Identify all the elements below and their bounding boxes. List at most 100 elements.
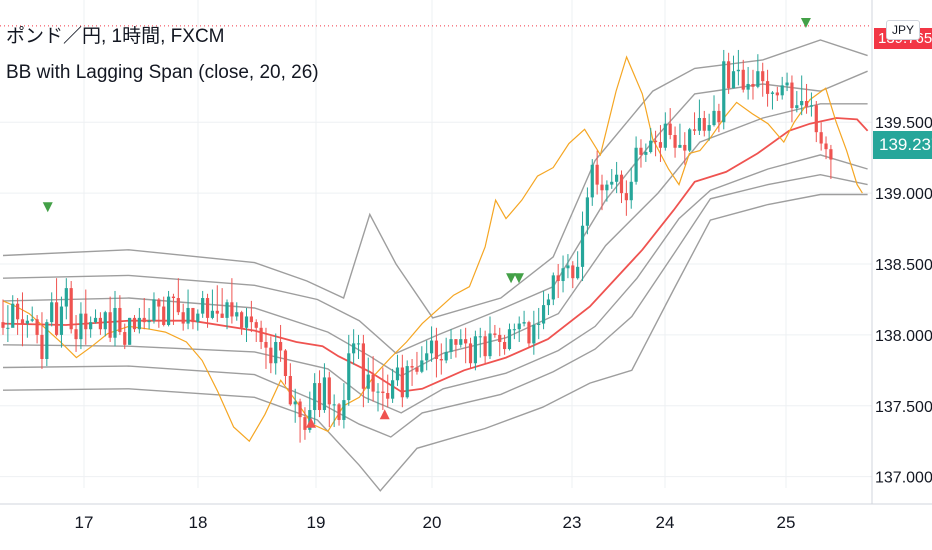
candle-body <box>746 83 750 90</box>
candle-body <box>45 322 49 359</box>
candle-body <box>800 100 804 106</box>
candle-body <box>780 85 784 96</box>
candle-body <box>244 316 249 328</box>
candle-body <box>512 329 516 331</box>
time-tick-label: 24 <box>656 513 675 532</box>
candle-body <box>35 319 39 335</box>
time-tick-label: 19 <box>307 513 326 532</box>
bb-band-3-lower <box>2 193 868 492</box>
candle-body <box>722 61 726 123</box>
candle-body <box>566 265 570 269</box>
candle-body <box>225 302 229 318</box>
candle-body <box>707 125 711 131</box>
candle-body <box>688 129 692 151</box>
candle-body <box>795 105 799 109</box>
candle-body <box>288 376 292 405</box>
candle-body <box>220 313 224 318</box>
candle-body <box>147 320 151 323</box>
candle-body <box>98 317 102 330</box>
candle-body <box>181 312 185 324</box>
candle-body <box>249 316 253 323</box>
candle-body <box>658 142 663 148</box>
candle-body <box>89 322 93 330</box>
candle-body <box>103 312 107 330</box>
candle-body <box>420 360 424 372</box>
candle-body <box>765 81 770 94</box>
candle-body <box>824 143 828 150</box>
candle-body <box>254 322 258 328</box>
time-axis[interactable]: 17 18 19 20 23 24 25 <box>0 503 932 532</box>
candle-body <box>132 317 137 330</box>
currency-button[interactable]: JPY <box>886 20 921 40</box>
price-tick-label: 137.500 <box>875 399 932 416</box>
candle-body <box>410 366 414 368</box>
candle-body <box>269 347 273 364</box>
candle-body <box>556 275 560 282</box>
price-tick-label: 138.000 <box>875 328 932 345</box>
candle-body <box>663 123 667 148</box>
candle-body <box>629 181 633 201</box>
price-axis[interactable]: 137.000 137.500 138.000 138.500 139.000 139.5… <box>871 0 932 504</box>
candle-body <box>137 317 141 330</box>
signal-down-arrow <box>506 273 517 284</box>
candle-body <box>741 69 745 90</box>
candle-body <box>756 71 760 87</box>
candle-body <box>522 322 526 324</box>
time-tick-label: 20 <box>423 513 442 532</box>
candles <box>1 49 833 443</box>
candle-body <box>507 329 512 350</box>
candle-body <box>128 317 132 345</box>
candle-body <box>54 302 59 335</box>
candle-body <box>634 147 638 182</box>
candle-body <box>274 341 278 364</box>
candle-body <box>6 327 10 329</box>
candle-body <box>585 197 589 226</box>
candle-body <box>717 110 721 123</box>
candle-body <box>235 312 239 317</box>
candle-body <box>580 225 585 267</box>
candle-body <box>478 336 482 338</box>
candle-body <box>809 105 814 107</box>
candle-body <box>347 353 351 401</box>
candle-body <box>644 152 648 155</box>
candle-body <box>108 312 112 338</box>
candle-body <box>93 317 98 323</box>
candle-body <box>692 129 697 131</box>
candle-body <box>64 288 68 307</box>
candle-body <box>152 299 156 321</box>
candle-body <box>317 383 322 411</box>
candle-body <box>819 132 823 144</box>
candle-body <box>673 135 677 148</box>
candle-body <box>361 343 365 389</box>
candle-body <box>829 149 833 160</box>
candle-body <box>196 313 200 323</box>
candle-body <box>503 341 507 350</box>
candle-body <box>283 350 288 377</box>
candle-body <box>142 317 146 323</box>
candle-body <box>814 105 818 133</box>
time-tick-label: 25 <box>777 513 796 532</box>
candle-body <box>761 71 765 82</box>
candle-body <box>615 174 619 182</box>
candle-body <box>619 174 624 194</box>
candle-body <box>571 265 575 279</box>
candle-body <box>400 367 404 398</box>
candle-body <box>405 366 409 398</box>
candle-body <box>546 299 551 306</box>
signal-down-arrow <box>800 18 811 29</box>
candle-body <box>653 140 658 143</box>
candle-body <box>449 339 453 352</box>
candle-body <box>775 92 779 96</box>
time-tick-label: 18 <box>189 513 208 532</box>
candle-body <box>391 380 395 399</box>
candle-body <box>371 374 375 392</box>
candle-body <box>157 299 161 307</box>
candle-body <box>79 313 83 340</box>
candle-body <box>264 341 268 348</box>
candle-body <box>434 340 439 359</box>
candle-body <box>356 343 361 345</box>
candle-body <box>308 410 312 430</box>
candle-body <box>605 184 609 191</box>
candle-body <box>205 298 210 318</box>
